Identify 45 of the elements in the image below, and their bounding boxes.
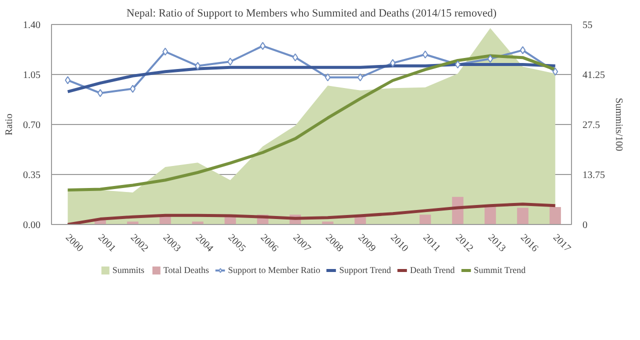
point	[130, 84, 136, 93]
point	[194, 62, 201, 70]
point	[487, 54, 494, 63]
y2-axis-title: Summits/100	[613, 98, 624, 152]
y2-tick-label: 27.5	[582, 120, 600, 131]
point	[292, 53, 298, 62]
y-tick-label: 1.05	[23, 70, 40, 81]
legend-label: Summits	[112, 265, 144, 275]
bar	[420, 214, 431, 224]
legend-label: Support to Member Ratio	[228, 265, 320, 275]
legend-label: Summit Trend	[474, 265, 526, 275]
y2-tick-label: 13.75	[582, 170, 605, 181]
legend-label: Death Trend	[410, 265, 455, 275]
point	[324, 73, 331, 82]
bar	[517, 208, 528, 224]
x-tick-label: 2000	[63, 232, 86, 254]
y-axis-title: Ratio	[4, 114, 15, 136]
y2-tick-label: 0	[582, 220, 588, 231]
y-tick-label: 0.00	[23, 220, 40, 231]
legend-label: Support Trend	[339, 265, 392, 275]
point	[260, 42, 266, 50]
legend-label: Total Deaths	[163, 265, 210, 275]
y-tick-label: 0.35	[23, 170, 40, 181]
line-series	[66, 54, 557, 192]
point	[357, 73, 364, 82]
point	[390, 59, 396, 68]
point	[97, 89, 104, 98]
chart-title: Nepal: Ratio of Support to Members who Summited and Deaths (2014/15 removed)	[126, 8, 497, 20]
point	[64, 76, 71, 84]
line-series	[66, 202, 557, 224]
point	[454, 60, 461, 68]
y2-tick-label: 55	[582, 20, 592, 31]
point	[520, 46, 526, 54]
y-tick-label: 1.40	[23, 20, 40, 31]
y2-tick-label: 41.25	[582, 70, 605, 81]
x-tick-label: 2017	[550, 232, 573, 254]
x-tick-label: 2009	[356, 232, 378, 254]
point	[227, 58, 234, 66]
y-tick-label: 0.70	[23, 120, 40, 131]
point	[552, 68, 558, 76]
point	[162, 48, 168, 56]
x-tick-label: 2007	[290, 232, 313, 254]
point	[422, 50, 428, 58]
bar	[550, 207, 561, 224]
x-tick-label: 2010	[388, 232, 410, 254]
